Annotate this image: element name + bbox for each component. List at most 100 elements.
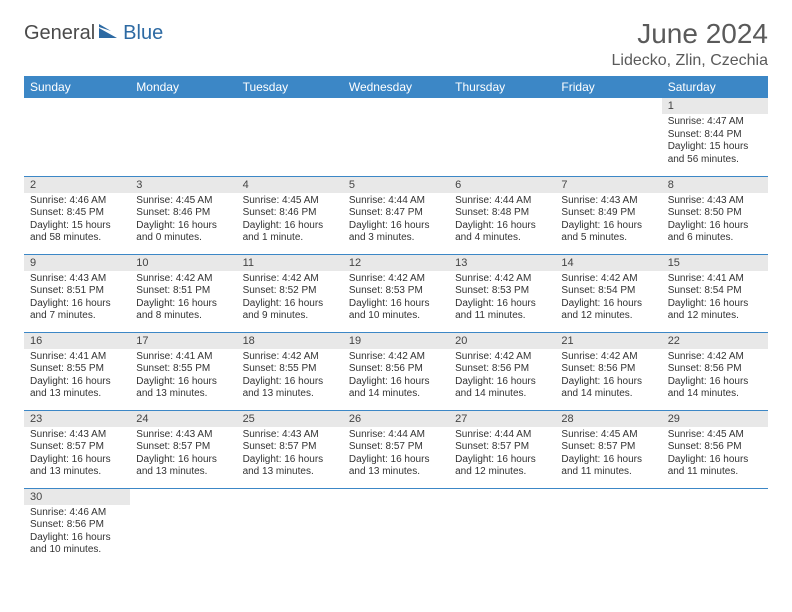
sunset-text: Sunset: 8:55 PM xyxy=(136,363,230,376)
daylight-text: Daylight: 16 hours and 13 minutes. xyxy=(30,454,124,479)
day-details: Sunrise: 4:46 AMSunset: 8:56 PMDaylight:… xyxy=(24,505,130,561)
day-header: Saturday xyxy=(662,76,768,98)
day-details: Sunrise: 4:42 AMSunset: 8:51 PMDaylight:… xyxy=(130,271,236,327)
day-number: 15 xyxy=(662,255,768,271)
sunset-text: Sunset: 8:45 PM xyxy=(30,207,124,220)
day-cell: 4Sunrise: 4:45 AMSunset: 8:46 PMDaylight… xyxy=(237,176,343,254)
day-cell: 6Sunrise: 4:44 AMSunset: 8:48 PMDaylight… xyxy=(449,176,555,254)
sunrise-text: Sunrise: 4:43 AM xyxy=(136,429,230,442)
sunset-text: Sunset: 8:57 PM xyxy=(243,441,337,454)
day-cell xyxy=(24,98,130,176)
daylight-text: Daylight: 16 hours and 7 minutes. xyxy=(30,298,124,323)
day-header-row: Sunday Monday Tuesday Wednesday Thursday… xyxy=(24,76,768,98)
sunset-text: Sunset: 8:55 PM xyxy=(243,363,337,376)
sunrise-text: Sunrise: 4:44 AM xyxy=(349,195,443,208)
sunrise-text: Sunrise: 4:46 AM xyxy=(30,195,124,208)
sunrise-text: Sunrise: 4:43 AM xyxy=(243,429,337,442)
header: General Blue June 2024 Lidecko, Zlin, Cz… xyxy=(24,18,768,70)
daylight-text: Daylight: 16 hours and 14 minutes. xyxy=(455,376,549,401)
sunset-text: Sunset: 8:49 PM xyxy=(561,207,655,220)
day-details: Sunrise: 4:45 AMSunset: 8:46 PMDaylight:… xyxy=(237,193,343,249)
day-cell: 14Sunrise: 4:42 AMSunset: 8:54 PMDayligh… xyxy=(555,254,661,332)
day-number: 9 xyxy=(24,255,130,271)
day-cell: 2Sunrise: 4:46 AMSunset: 8:45 PMDaylight… xyxy=(24,176,130,254)
day-number: 11 xyxy=(237,255,343,271)
daylight-text: Daylight: 16 hours and 9 minutes. xyxy=(243,298,337,323)
calendar-table: Sunday Monday Tuesday Wednesday Thursday… xyxy=(24,76,768,566)
logo-text-general: General xyxy=(24,22,95,45)
sunset-text: Sunset: 8:57 PM xyxy=(136,441,230,454)
day-details: Sunrise: 4:44 AMSunset: 8:47 PMDaylight:… xyxy=(343,193,449,249)
day-cell: 26Sunrise: 4:44 AMSunset: 8:57 PMDayligh… xyxy=(343,410,449,488)
day-details: Sunrise: 4:43 AMSunset: 8:50 PMDaylight:… xyxy=(662,193,768,249)
sunrise-text: Sunrise: 4:42 AM xyxy=(243,351,337,364)
day-details: Sunrise: 4:42 AMSunset: 8:56 PMDaylight:… xyxy=(662,349,768,405)
day-details: Sunrise: 4:44 AMSunset: 8:48 PMDaylight:… xyxy=(449,193,555,249)
day-details: Sunrise: 4:45 AMSunset: 8:56 PMDaylight:… xyxy=(662,427,768,483)
sunrise-text: Sunrise: 4:42 AM xyxy=(349,351,443,364)
sunset-text: Sunset: 8:56 PM xyxy=(668,441,762,454)
day-details: Sunrise: 4:45 AMSunset: 8:57 PMDaylight:… xyxy=(555,427,661,483)
week-row: 2 Sunrise: 4:46 AMSunset: 8:45 PM Daylight… xyxy=(24,176,768,254)
week-row: 1Sunrise: 4:47 AMSunset: 8:44 PMDaylight… xyxy=(24,98,768,176)
week-row: 23Sunrise: 4:43 AMSunset: 8:57 PMDayligh… xyxy=(24,410,768,488)
day-details: Sunrise: 4:42 AMSunset: 8:55 PMDaylight:… xyxy=(237,349,343,405)
day-details: Sunrise: 4:42 AMSunset: 8:53 PMDaylight:… xyxy=(449,271,555,327)
sunset-text: Sunset: 8:54 PM xyxy=(668,285,762,298)
day-cell: 29Sunrise: 4:45 AMSunset: 8:56 PMDayligh… xyxy=(662,410,768,488)
day-cell xyxy=(343,98,449,176)
sunset-text: Sunset: 8:56 PM xyxy=(349,363,443,376)
day-number: 16 xyxy=(24,333,130,349)
daylight-text: Daylight: 16 hours and 4 minutes. xyxy=(455,220,549,245)
day-cell xyxy=(662,488,768,566)
sunrise-text: Sunrise: 4:45 AM xyxy=(136,195,230,208)
week-row: 30Sunrise: 4:46 AMSunset: 8:56 PMDayligh… xyxy=(24,488,768,566)
sunset-text: Sunset: 8:46 PM xyxy=(243,207,337,220)
day-details: Sunrise: 4:41 AMSunset: 8:54 PMDaylight:… xyxy=(662,271,768,327)
sunrise-text: Sunrise: 4:45 AM xyxy=(561,429,655,442)
day-details: Sunrise: 4:42 AMSunset: 8:56 PMDaylight:… xyxy=(449,349,555,405)
sunset-text: Sunset: 8:53 PM xyxy=(349,285,443,298)
sunrise-text: Sunrise: 4:43 AM xyxy=(30,429,124,442)
daylight-text: Daylight: 16 hours and 13 minutes. xyxy=(243,454,337,479)
day-cell xyxy=(343,488,449,566)
day-details: Sunrise: 4:43 AMSunset: 8:57 PMDaylight:… xyxy=(24,427,130,483)
week-row: 9Sunrise: 4:43 AMSunset: 8:51 PMDaylight… xyxy=(24,254,768,332)
sunrise-text: Sunrise: 4:41 AM xyxy=(668,273,762,286)
day-cell: 20Sunrise: 4:42 AMSunset: 8:56 PMDayligh… xyxy=(449,332,555,410)
daylight-text: Daylight: 16 hours and 6 minutes. xyxy=(668,220,762,245)
sunset-text: Sunset: 8:57 PM xyxy=(349,441,443,454)
day-cell: 10Sunrise: 4:42 AMSunset: 8:51 PMDayligh… xyxy=(130,254,236,332)
day-number: 27 xyxy=(449,411,555,427)
sunrise-text: Sunrise: 4:42 AM xyxy=(668,351,762,364)
day-details: Sunrise: 4:42 AMSunset: 8:53 PMDaylight:… xyxy=(343,271,449,327)
day-header: Tuesday xyxy=(237,76,343,98)
sunrise-text: Sunrise: 4:41 AM xyxy=(136,351,230,364)
day-number: 6 xyxy=(449,177,555,193)
sunrise-text: Sunrise: 4:45 AM xyxy=(243,195,337,208)
logo-text-blue: Blue xyxy=(123,22,163,45)
day-number: 14 xyxy=(555,255,661,271)
day-number: 2 xyxy=(24,177,130,193)
day-cell: 11Sunrise: 4:42 AMSunset: 8:52 PMDayligh… xyxy=(237,254,343,332)
day-cell xyxy=(449,488,555,566)
day-number: 7 xyxy=(555,177,661,193)
day-details: Sunrise: 4:41 AMSunset: 8:55 PMDaylight:… xyxy=(24,349,130,405)
daylight-text: Daylight: 16 hours and 14 minutes. xyxy=(561,376,655,401)
sunset-text: Sunset: 8:51 PM xyxy=(30,285,124,298)
sunrise-text: Sunrise: 4:47 AM xyxy=(668,116,762,129)
day-cell: 16Sunrise: 4:41 AMSunset: 8:55 PMDayligh… xyxy=(24,332,130,410)
day-details: Sunrise: 4:41 AMSunset: 8:55 PMDaylight:… xyxy=(130,349,236,405)
day-header: Wednesday xyxy=(343,76,449,98)
day-header: Sunday xyxy=(24,76,130,98)
day-number: 29 xyxy=(662,411,768,427)
day-header: Friday xyxy=(555,76,661,98)
day-details: Sunrise: 4:42 AMSunset: 8:52 PMDaylight:… xyxy=(237,271,343,327)
day-number: 18 xyxy=(237,333,343,349)
daylight-text: Daylight: 16 hours and 0 minutes. xyxy=(136,220,230,245)
daylight-text: Daylight: 16 hours and 10 minutes. xyxy=(30,532,124,557)
day-number: 23 xyxy=(24,411,130,427)
day-details: Sunrise: 4:43 AMSunset: 8:57 PMDaylight:… xyxy=(130,427,236,483)
sunset-text: Sunset: 8:56 PM xyxy=(668,363,762,376)
day-cell: 15Sunrise: 4:41 AMSunset: 8:54 PMDayligh… xyxy=(662,254,768,332)
